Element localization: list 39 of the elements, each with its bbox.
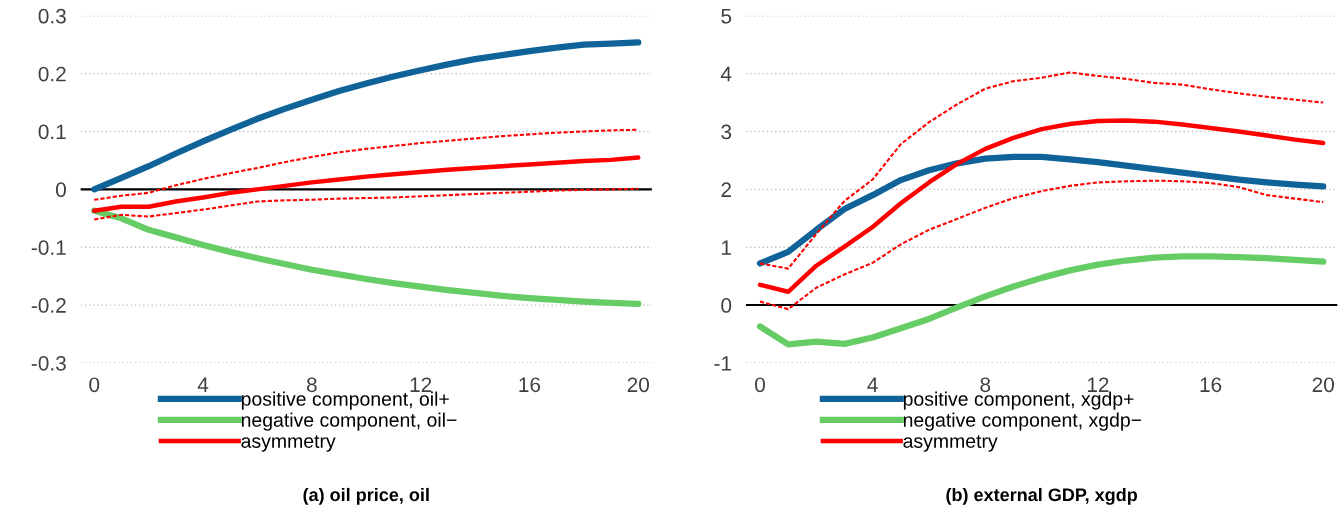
y-tick-label: 5	[721, 9, 732, 24]
legend-label: positive component, oil+	[241, 391, 449, 410]
line-series	[92, 155, 641, 213]
line-series	[93, 187, 640, 221]
y-tick-label: 0	[55, 182, 66, 198]
x-tick-label: 20	[1312, 377, 1334, 393]
line-series	[758, 179, 1325, 311]
y-tick-label: -0.3	[31, 355, 66, 371]
y-tick-label: -0.1	[31, 240, 66, 255]
y-tick-label: -0.2	[31, 298, 66, 313]
legend-label: asymmetry	[903, 435, 998, 452]
x-tick-label: 12	[410, 377, 432, 392]
x-tick-label: 20	[627, 377, 650, 393]
line-series	[758, 71, 1325, 270]
y-tick-label: 0.2	[38, 66, 66, 82]
text: (a) oil price, oil	[303, 487, 429, 505]
x-tick-label: 8	[306, 377, 317, 393]
line-series	[757, 118, 1326, 294]
y-tick-label: 1	[722, 240, 732, 255]
x-tick-label: 12	[1087, 377, 1109, 392]
y-tick-label: 0.1	[38, 124, 66, 140]
text: (b) external GDP, xgdp	[946, 487, 1138, 505]
x-tick-label: 8	[980, 377, 991, 393]
y-tick-label: 2	[721, 182, 731, 197]
y-tick-label: -1	[714, 356, 732, 371]
x-tick-label: 16	[1200, 377, 1222, 393]
y-tick-label: 0.3	[38, 8, 66, 24]
y-tick-label: 3	[721, 124, 732, 140]
x-tick-label: 16	[519, 377, 541, 393]
x-tick-label: 4	[197, 377, 209, 392]
legend-label: positive component, xgdp+	[903, 391, 1134, 410]
x-tick-label: 4	[867, 377, 878, 392]
x-tick-label: 0	[755, 377, 765, 393]
y-tick-label: 4	[720, 66, 732, 82]
legend-label: asymmetry	[241, 435, 336, 452]
legend-label: negative component, xgdp−	[903, 412, 1142, 431]
legend-label: negative component, oil−	[241, 412, 457, 431]
x-tick-label: 0	[89, 377, 100, 393]
y-tick-label: 0	[721, 298, 732, 313]
